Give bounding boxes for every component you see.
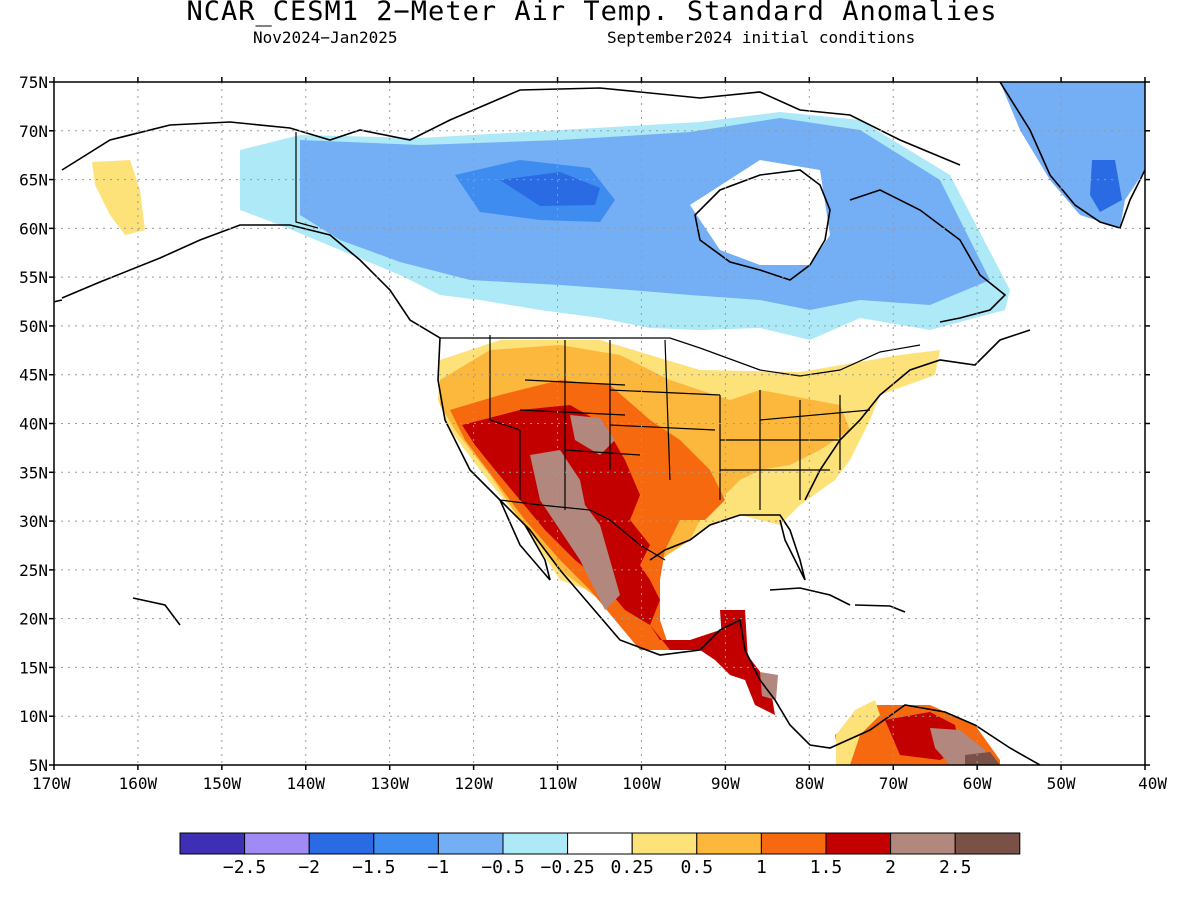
lon-label: 40W: [1138, 774, 1167, 793]
lat-label: 20N: [19, 610, 48, 629]
border-states-plains: [609, 339, 721, 481]
anomaly-region-neutral-hudson: [690, 160, 830, 265]
lon-label: 70W: [879, 774, 908, 793]
colorbar-swatch: [567, 832, 633, 855]
initial-conditions: September2024 initial conditions: [607, 28, 916, 47]
anomaly-region-dark-blue-greenland: [1090, 160, 1122, 212]
colorbar-swatch: [696, 832, 762, 855]
colorbar-swatch: [437, 832, 504, 855]
lon-label: 170W: [32, 774, 71, 793]
colorbar-label: 1.5: [810, 857, 843, 878]
colorbar-swatch: [760, 832, 827, 855]
colorbar-label: −1.5: [352, 857, 395, 878]
coastline-cuba: [769, 587, 851, 606]
anomaly-region-blue-greenland: [1000, 82, 1145, 228]
coastline-north-america: [61, 224, 1041, 765]
colorbar-label: −2: [298, 857, 320, 878]
latitude-axis: 75N 70N 65N 60N 55N 50N 45N 40N 35N 30N 25N 20N 15N 1…: [19, 73, 1150, 775]
longitude-axis: 170W 160W 150W 140W 130W 120W 110W 100W 90W 80W 70…: [32, 77, 1167, 793]
lon-label: 90W: [711, 774, 740, 793]
coastline-gulf-of-mexico: [649, 514, 806, 581]
lon-label: 160W: [119, 774, 158, 793]
border-states-east: [759, 395, 871, 500]
lon-label: 60W: [963, 774, 992, 793]
lat-label: 70N: [19, 122, 48, 141]
lat-label: 30N: [19, 512, 48, 531]
colorbar-label: −2.5: [223, 857, 266, 878]
anomaly-region-dark-brown-southamerica: [965, 752, 1000, 765]
lat-label: 65N: [19, 171, 48, 190]
colorbar-swatch: [890, 832, 956, 855]
lat-label: 40N: [19, 415, 48, 434]
colorbar-label: 2: [885, 857, 896, 878]
lat-lon-grid: [54, 82, 1145, 765]
lon-label: 50W: [1047, 774, 1076, 793]
lat-label: 5N: [29, 756, 48, 775]
coastline-hawaii: [132, 597, 181, 626]
border-us-canada: [440, 337, 921, 377]
colorbar-label: −1: [428, 857, 450, 878]
map-title: NCAR_CESM1 2−Meter Air Temp. Standard An…: [186, 0, 998, 27]
colorbar: −2.5 −2 −1.5 −1 −0.5 −0.25 0.25 0.5 1 1.5 2 2.5: [179, 832, 1021, 878]
lat-label: 35N: [19, 463, 48, 482]
anomaly-region-blue: [300, 118, 990, 310]
coastline-baja: [499, 499, 551, 581]
lon-label: 140W: [287, 774, 326, 793]
anomaly-region-yellow-alaska: [92, 160, 145, 235]
lon-label: 80W: [795, 774, 824, 793]
lat-label: 55N: [19, 268, 48, 287]
colorbar-swatch: [825, 832, 892, 855]
lon-label: 150W: [203, 774, 242, 793]
colorbar-label: 1: [756, 857, 767, 878]
coastline-hispaniola: [854, 604, 906, 613]
lat-label: 15N: [19, 658, 48, 677]
lon-label: 120W: [454, 774, 493, 793]
border-alaska-canada: [295, 132, 319, 229]
anomaly-region-brown-highlands: [570, 415, 615, 455]
lat-label: 10N: [19, 707, 48, 726]
border-states-central: [719, 390, 840, 510]
lat-label: 45N: [19, 366, 48, 385]
colorbar-swatch: [954, 832, 1021, 855]
lon-label: 110W: [538, 774, 577, 793]
colorbar-swatch: [631, 832, 698, 855]
coastline-aleutians: [54, 299, 63, 303]
anomaly-region-dark-blue: [500, 172, 600, 206]
border-states-west: [489, 335, 521, 500]
coastline-labrador: [849, 189, 1007, 323]
coastline-hudson-bay: [694, 169, 831, 281]
lon-label: 130W: [370, 774, 409, 793]
colorbar-label: −0.25: [541, 857, 595, 878]
political-borders: [295, 132, 921, 561]
anomaly-region-brown-central: [760, 672, 778, 700]
colorbar-label: 0.5: [681, 857, 714, 878]
anomaly-shading: [92, 82, 1145, 765]
lat-label: 75N: [19, 73, 48, 92]
colorbar-swatch: [502, 832, 569, 855]
colorbar-swatch: [373, 832, 439, 855]
anomaly-region-neutral-north: [740, 85, 1000, 110]
colorbar-swatch: [179, 832, 246, 855]
colorbar-label: 2.5: [939, 857, 972, 878]
forecast-period: Nov2024−Jan2025: [253, 28, 398, 47]
anomaly-region-brown: [530, 450, 620, 610]
colorbar-swatch: [308, 832, 375, 855]
lat-label: 50N: [19, 317, 48, 336]
lat-label: 60N: [19, 219, 48, 238]
lat-label: 25N: [19, 561, 48, 580]
coastline-greenland: [999, 82, 1145, 229]
border-states-mountain: [519, 340, 641, 510]
colorbar-swatch: [244, 832, 310, 855]
lon-label: 100W: [622, 774, 661, 793]
colorbar-label: −0.5: [481, 857, 524, 878]
border-us-mexico: [499, 499, 666, 561]
coastlines: [54, 82, 1145, 765]
coastline-east: [804, 329, 1031, 501]
coastline-arctic: [61, 87, 961, 171]
colorbar-label: 0.25: [611, 857, 654, 878]
anomaly-region-yellow-southamerica: [836, 700, 880, 765]
